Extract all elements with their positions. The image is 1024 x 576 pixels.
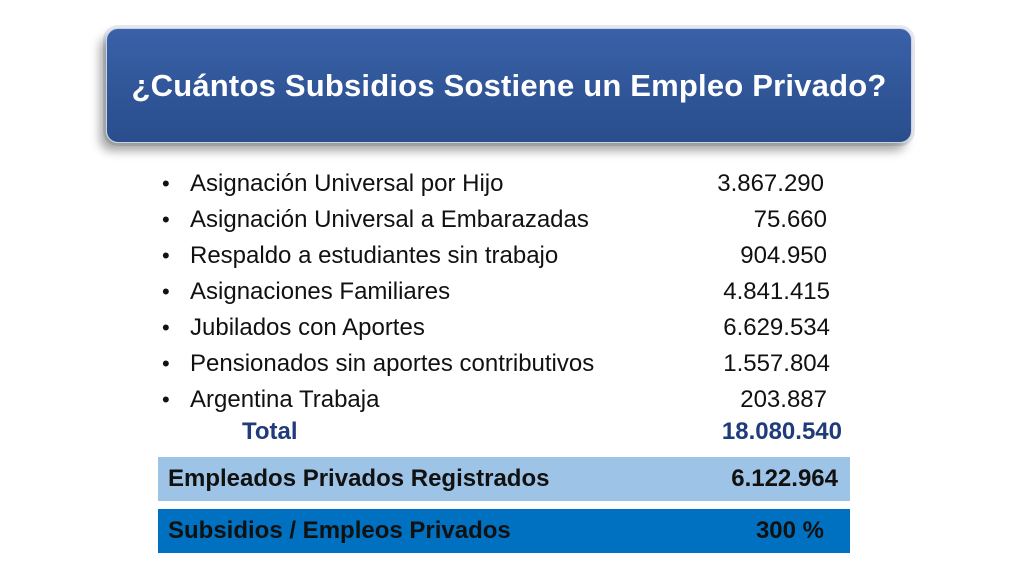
bullet-icon: •	[162, 315, 170, 340]
list-item: • Asignaciones Familiares 4.841.415	[162, 274, 842, 310]
ratio-band: Subsidios / Empleos Privados 300 %	[158, 509, 850, 553]
item-label: Asignaciones Familiares	[190, 278, 451, 305]
item-value: 6.629.534	[723, 314, 830, 341]
ratio-label: Subsidios / Empleos Privados	[168, 517, 511, 544]
item-value: 1.557.804	[723, 350, 830, 377]
item-label: Asignación Universal por Hijo	[190, 170, 504, 197]
employed-band: Empleados Privados Registrados 6.122.964	[158, 457, 850, 501]
list-item: • Jubilados con Aportes 6.629.534	[162, 310, 842, 346]
title-banner: ¿Cuántos Subsidios Sostiene un Empleo Pr…	[106, 28, 912, 143]
bullet-icon: •	[162, 171, 170, 196]
item-value: 4.841.415	[723, 278, 830, 305]
total-label: Total	[242, 418, 298, 445]
ratio-value: 300 %	[755, 517, 824, 544]
employed-value: 6.122.964	[731, 465, 838, 492]
bullet-icon: •	[162, 279, 170, 304]
item-value: 3.867.290	[717, 170, 824, 197]
item-value: 904.950	[740, 242, 827, 269]
list-item: • Pensionados sin aportes contributivos …	[162, 346, 842, 382]
total-value: 18.080.540	[721, 418, 842, 445]
bullet-icon: •	[162, 351, 170, 376]
item-label: Pensionados sin aportes contributivos	[190, 350, 595, 377]
list-item: • Argentina Trabaja 203.887	[162, 382, 842, 418]
bullet-icon: •	[162, 243, 170, 268]
bullet-icon: •	[162, 207, 170, 232]
employed-label: Empleados Privados Registrados	[168, 465, 550, 492]
slide-title: ¿Cuántos Subsidios Sostiene un Empleo Pr…	[131, 67, 887, 103]
item-label: Jubilados con Aportes	[190, 314, 425, 341]
list-item: • Asignación Universal a Embarazadas 75.…	[162, 202, 842, 238]
list-item: • Respaldo a estudiantes sin trabajo 904…	[162, 238, 842, 274]
item-label: Respaldo a estudiantes sin trabajo	[190, 242, 559, 269]
bullet-icon: •	[162, 387, 170, 412]
list-item: • Asignación Universal por Hijo 3.867.29…	[162, 166, 842, 202]
subsidy-list: • Asignación Universal por Hijo 3.867.29…	[162, 166, 842, 418]
item-value: 203.887	[740, 386, 827, 413]
item-label: Asignación Universal a Embarazadas	[190, 206, 589, 233]
item-value: 75.660	[753, 206, 827, 233]
total-row: Total 18.080.540	[242, 414, 842, 450]
item-label: Argentina Trabaja	[190, 386, 380, 413]
